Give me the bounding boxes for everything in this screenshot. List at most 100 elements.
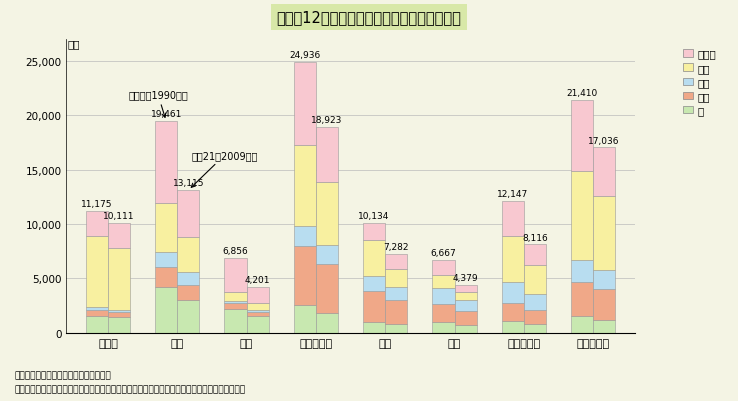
Text: 24,936: 24,936 bbox=[289, 51, 320, 60]
Text: 10,111: 10,111 bbox=[103, 211, 135, 221]
Bar bbox=[246, 312, 269, 316]
Bar bbox=[155, 204, 177, 253]
Bar bbox=[432, 288, 455, 305]
Bar bbox=[108, 223, 130, 248]
Bar bbox=[502, 321, 524, 333]
Text: 19,461: 19,461 bbox=[151, 110, 182, 119]
Bar bbox=[593, 148, 615, 196]
Bar bbox=[385, 269, 407, 287]
Text: 12,147: 12,147 bbox=[497, 189, 528, 198]
Bar bbox=[246, 310, 269, 312]
Bar bbox=[316, 265, 338, 313]
Text: 6,667: 6,667 bbox=[430, 249, 456, 258]
Bar bbox=[316, 313, 338, 333]
Bar bbox=[246, 316, 269, 333]
Text: 平成21（2009）年: 平成21（2009）年 bbox=[191, 150, 258, 188]
Bar bbox=[593, 196, 615, 270]
Text: 6,856: 6,856 bbox=[223, 247, 249, 256]
Bar bbox=[385, 254, 407, 269]
Bar bbox=[524, 245, 546, 265]
Bar bbox=[571, 101, 593, 171]
Bar bbox=[432, 275, 455, 288]
Bar bbox=[108, 318, 130, 333]
Bar bbox=[432, 305, 455, 322]
Bar bbox=[108, 248, 130, 310]
Bar bbox=[571, 316, 593, 333]
Bar bbox=[363, 322, 385, 333]
Bar bbox=[455, 311, 477, 325]
Bar bbox=[385, 287, 407, 300]
Text: 7,282: 7,282 bbox=[384, 242, 409, 251]
Text: 13,115: 13,115 bbox=[173, 179, 204, 188]
Text: 17,036: 17,036 bbox=[588, 136, 620, 146]
Bar bbox=[593, 270, 615, 290]
Bar bbox=[294, 63, 316, 145]
Bar bbox=[224, 292, 246, 301]
Bar bbox=[86, 307, 108, 310]
Bar bbox=[224, 259, 246, 292]
Text: 21,410: 21,410 bbox=[566, 89, 598, 98]
Bar bbox=[177, 285, 199, 300]
Bar bbox=[316, 128, 338, 182]
Bar bbox=[224, 309, 246, 333]
Bar bbox=[385, 324, 407, 333]
Bar bbox=[432, 261, 455, 275]
Bar bbox=[246, 304, 269, 310]
Bar bbox=[524, 310, 546, 324]
Bar bbox=[294, 227, 316, 246]
Bar bbox=[432, 322, 455, 333]
Bar bbox=[524, 324, 546, 333]
Bar bbox=[86, 237, 108, 307]
Bar bbox=[177, 237, 199, 272]
Bar bbox=[177, 190, 199, 237]
Bar bbox=[502, 201, 524, 236]
Text: 18,923: 18,923 bbox=[311, 116, 342, 125]
Bar bbox=[385, 300, 407, 324]
Bar bbox=[502, 236, 524, 282]
Legend: その他, 畜産, 果実, 野菜, 米: その他, 畜産, 果実, 野菜, 米 bbox=[679, 45, 720, 120]
Bar bbox=[155, 268, 177, 287]
Text: 4,201: 4,201 bbox=[245, 275, 270, 285]
Bar bbox=[86, 310, 108, 316]
Bar bbox=[363, 292, 385, 322]
Bar bbox=[571, 282, 593, 316]
Text: 平成２（1990）年: 平成２（1990）年 bbox=[128, 90, 188, 118]
Bar bbox=[316, 182, 338, 245]
Bar bbox=[294, 306, 316, 333]
Text: 10,134: 10,134 bbox=[359, 211, 390, 220]
Bar bbox=[177, 300, 199, 333]
Bar bbox=[155, 287, 177, 333]
Bar bbox=[177, 272, 199, 285]
Bar bbox=[571, 171, 593, 260]
Bar bbox=[455, 286, 477, 293]
Text: 8,116: 8,116 bbox=[522, 233, 548, 242]
Bar bbox=[455, 325, 477, 333]
Bar bbox=[224, 304, 246, 309]
Text: 注：その他は、麦類、雑穀、豆類、いも類、花き、工芸作物、その他農作物、加工農産物の計: 注：その他は、麦類、雑穀、豆類、いも類、花き、工芸作物、その他農作物、加工農産物… bbox=[15, 385, 246, 394]
Bar bbox=[571, 260, 593, 282]
Bar bbox=[86, 316, 108, 333]
Text: 図２－12　全国農業地域別農業産出額の推移: 図２－12 全国農業地域別農業産出額の推移 bbox=[277, 10, 461, 26]
Text: 資料：農林水産省「生産農業所得統計」: 資料：農林水産省「生産農業所得統計」 bbox=[15, 370, 111, 379]
Bar bbox=[502, 304, 524, 321]
Bar bbox=[155, 253, 177, 268]
Bar bbox=[502, 282, 524, 304]
Text: 4,379: 4,379 bbox=[453, 273, 478, 283]
Bar bbox=[224, 301, 246, 304]
Bar bbox=[155, 122, 177, 204]
Bar bbox=[108, 310, 130, 312]
Bar bbox=[86, 212, 108, 237]
Text: 億円: 億円 bbox=[68, 39, 80, 49]
Bar bbox=[363, 276, 385, 292]
Bar bbox=[455, 300, 477, 311]
Bar bbox=[316, 245, 338, 265]
Bar bbox=[294, 246, 316, 306]
Text: 11,175: 11,175 bbox=[81, 200, 113, 209]
Bar bbox=[246, 287, 269, 304]
Bar bbox=[363, 223, 385, 241]
Bar bbox=[363, 241, 385, 276]
Bar bbox=[294, 145, 316, 227]
Bar bbox=[524, 265, 546, 294]
Bar bbox=[524, 294, 546, 310]
Bar bbox=[593, 290, 615, 320]
